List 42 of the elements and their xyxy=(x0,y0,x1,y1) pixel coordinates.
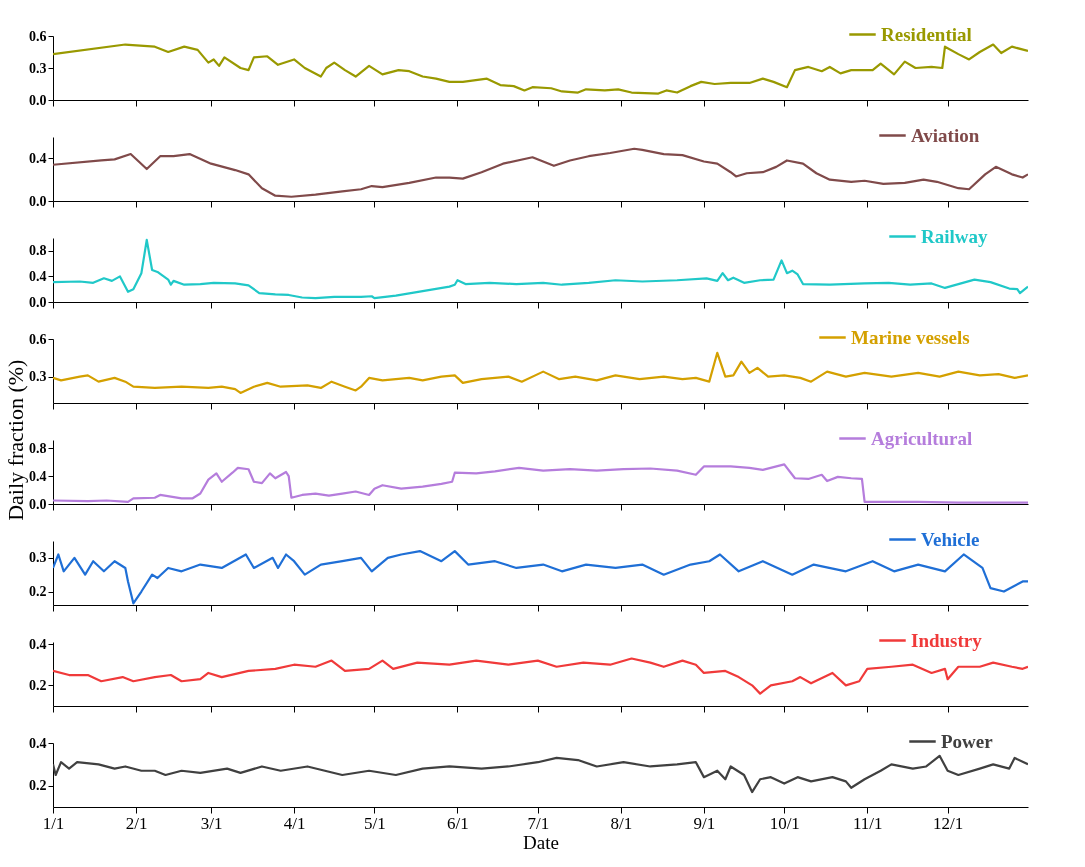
x-tick-label: 10/1 xyxy=(769,813,800,833)
y-tick-label: 0.6 xyxy=(29,28,47,44)
x-tick-label: 12/1 xyxy=(933,813,964,833)
x-axis-title: Date xyxy=(523,831,559,853)
y-tick-label: 0.0 xyxy=(29,294,47,310)
y-tick-label: 0.2 xyxy=(29,778,47,794)
line-series xyxy=(53,754,1028,794)
legend-label: Vehicle xyxy=(921,528,980,550)
y-tick-label: 0.4 xyxy=(29,636,47,652)
legend-label: Agricultural xyxy=(871,427,973,449)
y-tick-label: 0.8 xyxy=(29,440,47,456)
x-tick-label: 1/1 xyxy=(42,813,65,833)
y-tick-label: 0.4 xyxy=(29,268,47,284)
x-tick-label: 11/1 xyxy=(852,813,883,833)
legend-label: Power xyxy=(941,730,994,752)
legend-label: Aviation xyxy=(911,124,980,146)
y-tick-label: 0.2 xyxy=(29,677,47,693)
x-tick-label: 9/1 xyxy=(693,813,716,833)
legend-label: Railway xyxy=(921,225,988,247)
y-tick-label: 0.0 xyxy=(29,92,47,108)
x-tick-label: 7/1 xyxy=(527,813,550,833)
y-tick-label: 0.8 xyxy=(29,243,47,259)
y-tick-label: 0.0 xyxy=(29,496,47,512)
y-tick-label: 0.3 xyxy=(29,550,47,566)
y-axis-title: Daily fraction (%) xyxy=(3,359,28,521)
y-tick-label: 0.4 xyxy=(29,468,47,484)
x-tick-label: 5/1 xyxy=(364,813,386,833)
x-tick-label: 4/1 xyxy=(283,813,306,833)
legend-label: Residential xyxy=(881,23,972,45)
y-tick-label: 0.4 xyxy=(29,735,47,751)
x-tick-label: 3/1 xyxy=(200,813,223,833)
y-tick-label: 0.0 xyxy=(29,193,47,209)
y-tick-label: 0.3 xyxy=(29,60,47,76)
y-tick-label: 0.6 xyxy=(29,331,47,347)
legend-label: Marine vessels xyxy=(851,326,970,348)
y-tick-label: 0.4 xyxy=(29,150,47,166)
x-tick-label: 2/1 xyxy=(125,813,148,833)
y-tick-label: 0.2 xyxy=(29,584,47,600)
legend-label: Industry xyxy=(911,629,983,651)
x-tick-label: 6/1 xyxy=(447,813,469,833)
y-tick-label: 0.3 xyxy=(29,369,47,385)
x-tick-label: 8/1 xyxy=(610,813,633,833)
